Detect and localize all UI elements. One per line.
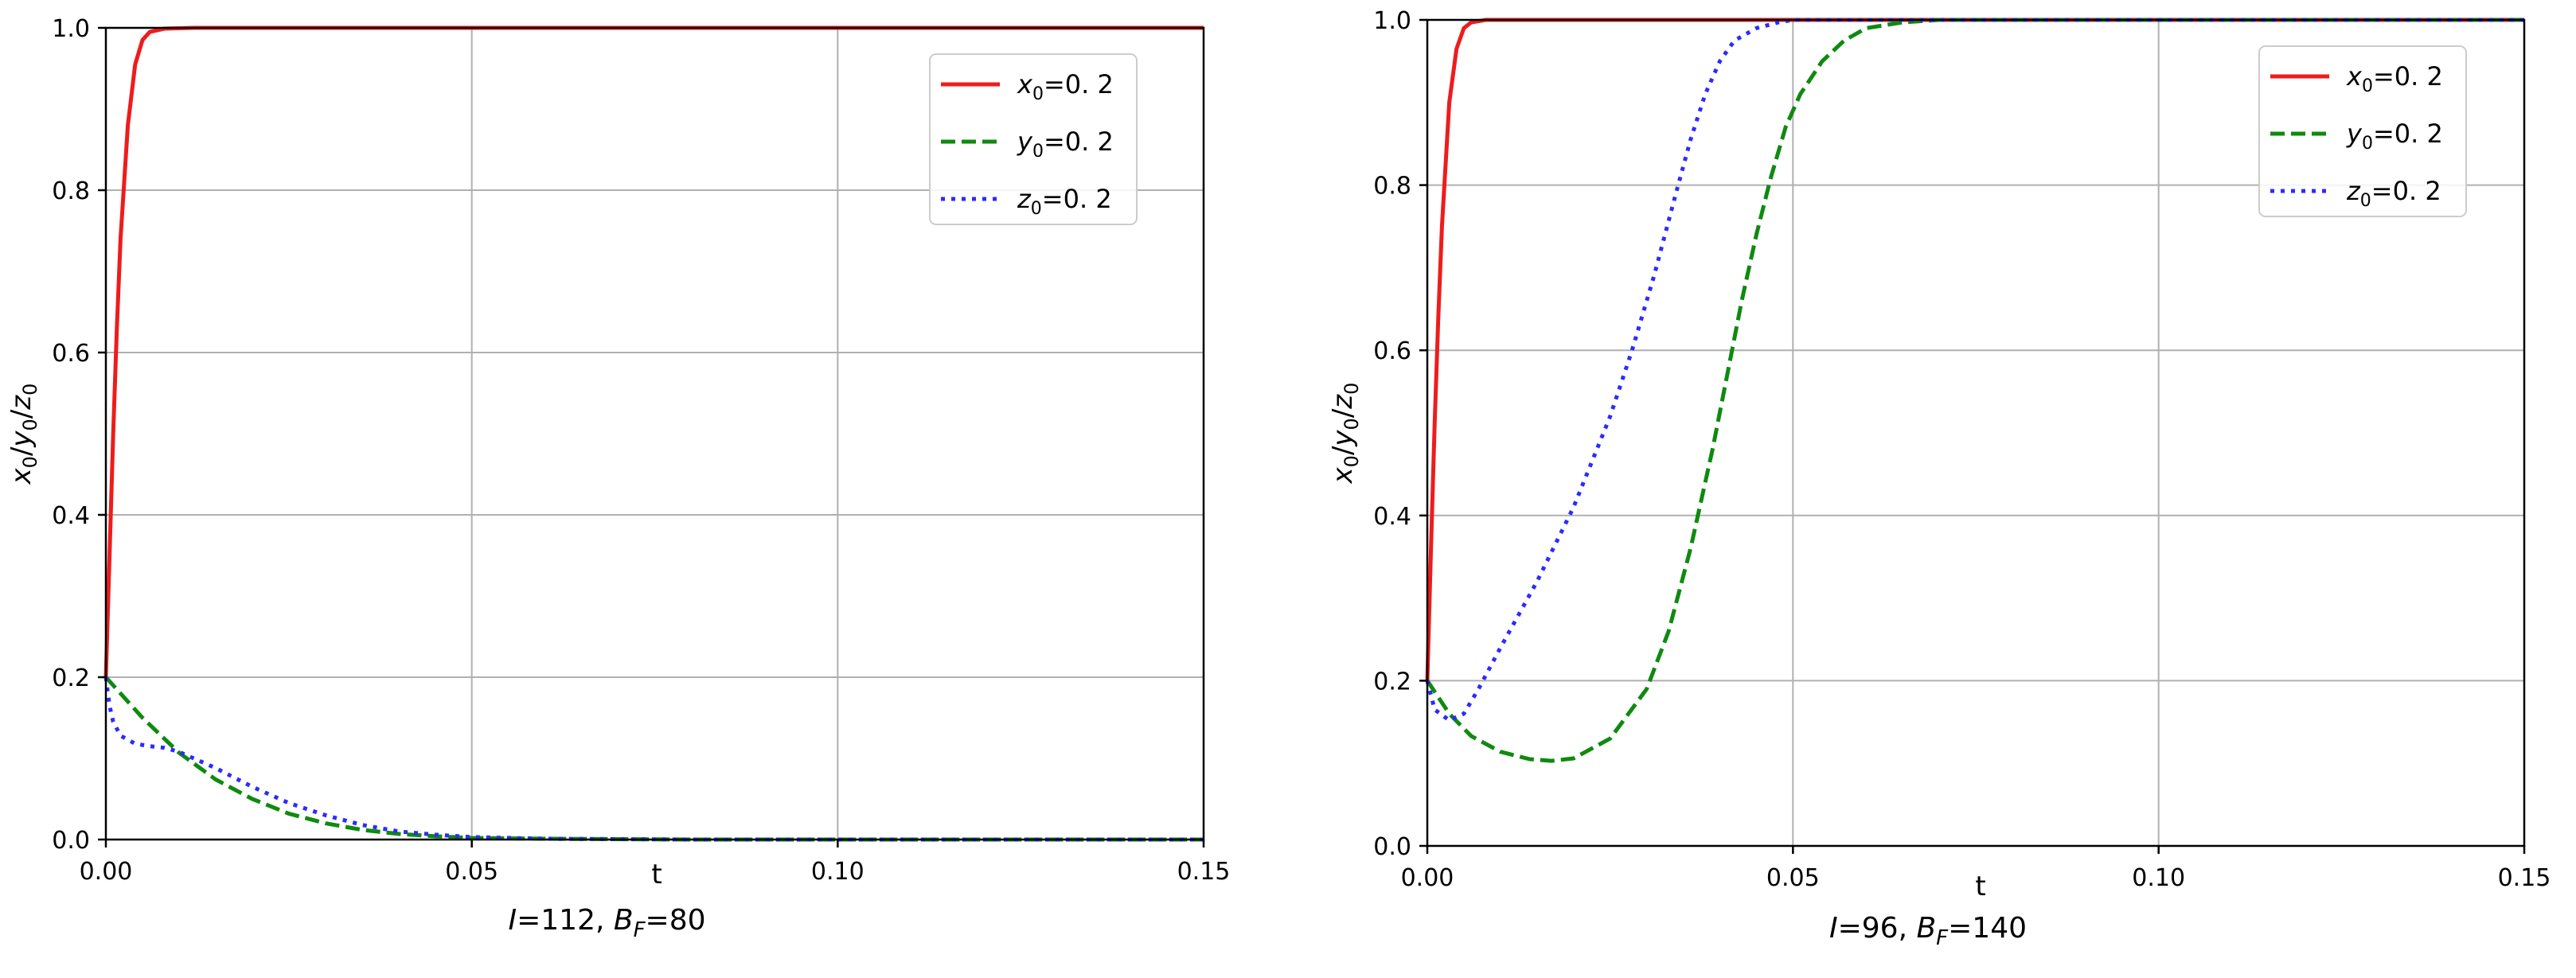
series-line-y	[104, 676, 1204, 842]
chart-panel-right: 0.00 0.05 0.10 0.15 0.0 0.2 0.4 0.6 0.8 1.0 t x0/y0…	[1327, 7, 2551, 950]
x-tick-label: 0.10	[2132, 864, 2185, 892]
y-axis-label: x0/y0/z0	[1327, 383, 1363, 485]
y-tick-label: 0.8	[1373, 173, 1411, 201]
chart-caption: I=96, BF=140	[1829, 912, 2027, 950]
legend-box	[2258, 45, 2467, 217]
x-tick-label: 0.05	[445, 858, 498, 886]
chart-panel-left: 0.00 0.05 0.10 0.15 0.0 0.2 0.4 0.6 0.8 1.0 t x0/y0…	[6, 15, 1230, 942]
x-tick-label: 0.10	[811, 858, 865, 886]
y-tick-label: 0.6	[1373, 337, 1411, 365]
y-tick-label: 0.2	[1373, 668, 1411, 696]
legend-box	[929, 53, 1138, 225]
x-tick-label: 0.00	[80, 858, 133, 886]
legend-label-x: x0=0. 2	[1017, 69, 1114, 104]
y-tick-label: 0.0	[52, 827, 90, 855]
legend-label-x: x0=0. 2	[2346, 61, 2443, 96]
x-tick-label: 0.00	[1401, 864, 1454, 892]
legend-label-y: y0=0. 2	[2346, 119, 2443, 154]
series-line-z	[103, 676, 1204, 842]
x-tick-label: 0.15	[1177, 858, 1231, 886]
y-tick-label: 1.0	[1373, 7, 1411, 35]
y-tick-label: 0.4	[52, 502, 90, 530]
chart-caption: I=112, BF=80	[508, 904, 705, 942]
y-tick-label: 0.4	[1373, 503, 1411, 531]
legend-label-z: z0=0. 2	[1017, 184, 1112, 219]
tick-group: 0.00 0.05 0.10 0.15 0.0 0.2 0.4 0.6 0.8 1.0	[1373, 7, 2551, 892]
y-tick-label: 0.2	[52, 664, 90, 692]
x-tick-label: 0.15	[2498, 864, 2551, 892]
plot-frame	[104, 26, 1205, 841]
x-axis-label: t	[651, 859, 662, 890]
tick-group: 0.00 0.05 0.10 0.15 0.0 0.2 0.4 0.6 0.8 1.0	[52, 15, 1230, 886]
series-line-y	[1425, 18, 2524, 763]
y-tick-label: 1.0	[52, 15, 90, 43]
y-tick-label: 0.0	[1373, 833, 1411, 861]
legend: x0=0. 2 y0=0. 2 z0=0. 2	[929, 53, 1138, 225]
legend-label-y: y0=0. 2	[1017, 127, 1114, 162]
legend-label-z: z0=0. 2	[2346, 176, 2441, 211]
x-tick-label: 0.05	[1766, 864, 1820, 892]
y-axis-label: x0/y0/z0	[6, 384, 41, 485]
y-tick-label: 0.6	[52, 340, 90, 368]
legend: x0=0. 2 y0=0. 2 z0=0. 2	[2258, 45, 2467, 217]
x-axis-label: t	[1975, 871, 1985, 902]
plot-frame	[1426, 18, 2526, 847]
y-tick-label: 0.8	[52, 177, 90, 205]
